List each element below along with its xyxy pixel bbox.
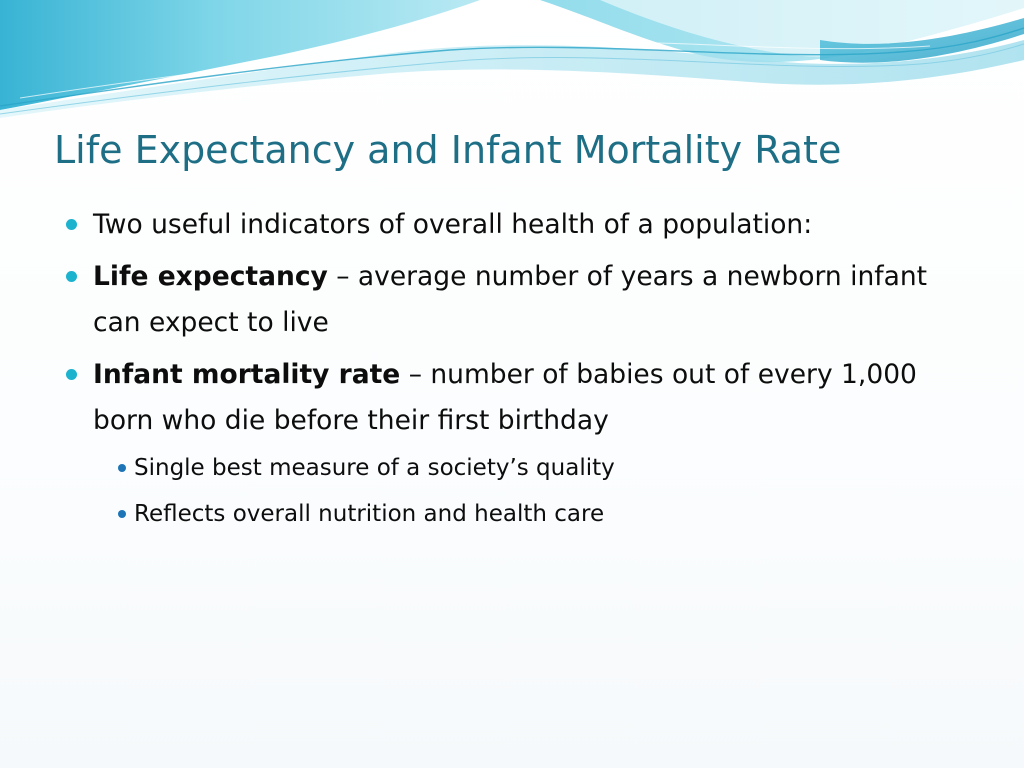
bullet-text: number of babies out of every 1,000 born… <box>93 359 917 436</box>
bullet-text: average number of years a newborn infant… <box>93 261 928 338</box>
bullet-item-life-expectancy: Life expectancy – average number of year… <box>66 254 966 346</box>
sub-bullet-item: Single best measure of a society’s quali… <box>93 448 966 488</box>
sub-bullet-list: Single best measure of a society’s quali… <box>93 448 966 534</box>
bullet-item-infant-mortality: Infant mortality rate – number of babies… <box>66 352 966 534</box>
bullet-dot-icon <box>66 369 77 380</box>
bullet-separator: – <box>400 359 431 390</box>
bullet-dot-icon <box>66 219 77 230</box>
bullet-item: Two useful indicators of overall health … <box>66 202 966 248</box>
sub-bullet-item: Reflects overall nutrition and health ca… <box>93 494 966 534</box>
bullet-term: Life expectancy <box>93 261 328 292</box>
bullet-separator: – <box>327 261 358 292</box>
bullet-list: Two useful indicators of overall health … <box>66 202 966 540</box>
bullet-term: Infant mortality rate <box>93 359 401 390</box>
header-wave-decoration <box>0 0 1024 118</box>
slide-title: Life Expectancy and Infant Mortality Rat… <box>54 128 842 172</box>
sub-bullet-dot-icon <box>118 510 126 518</box>
sub-bullet-dot-icon <box>118 464 126 472</box>
sub-bullet-text: Reflects overall nutrition and health ca… <box>134 501 605 527</box>
bullet-dot-icon <box>66 271 77 282</box>
bullet-text: Two useful indicators of overall health … <box>93 209 813 240</box>
sub-bullet-text: Single best measure of a society’s quali… <box>134 455 615 481</box>
